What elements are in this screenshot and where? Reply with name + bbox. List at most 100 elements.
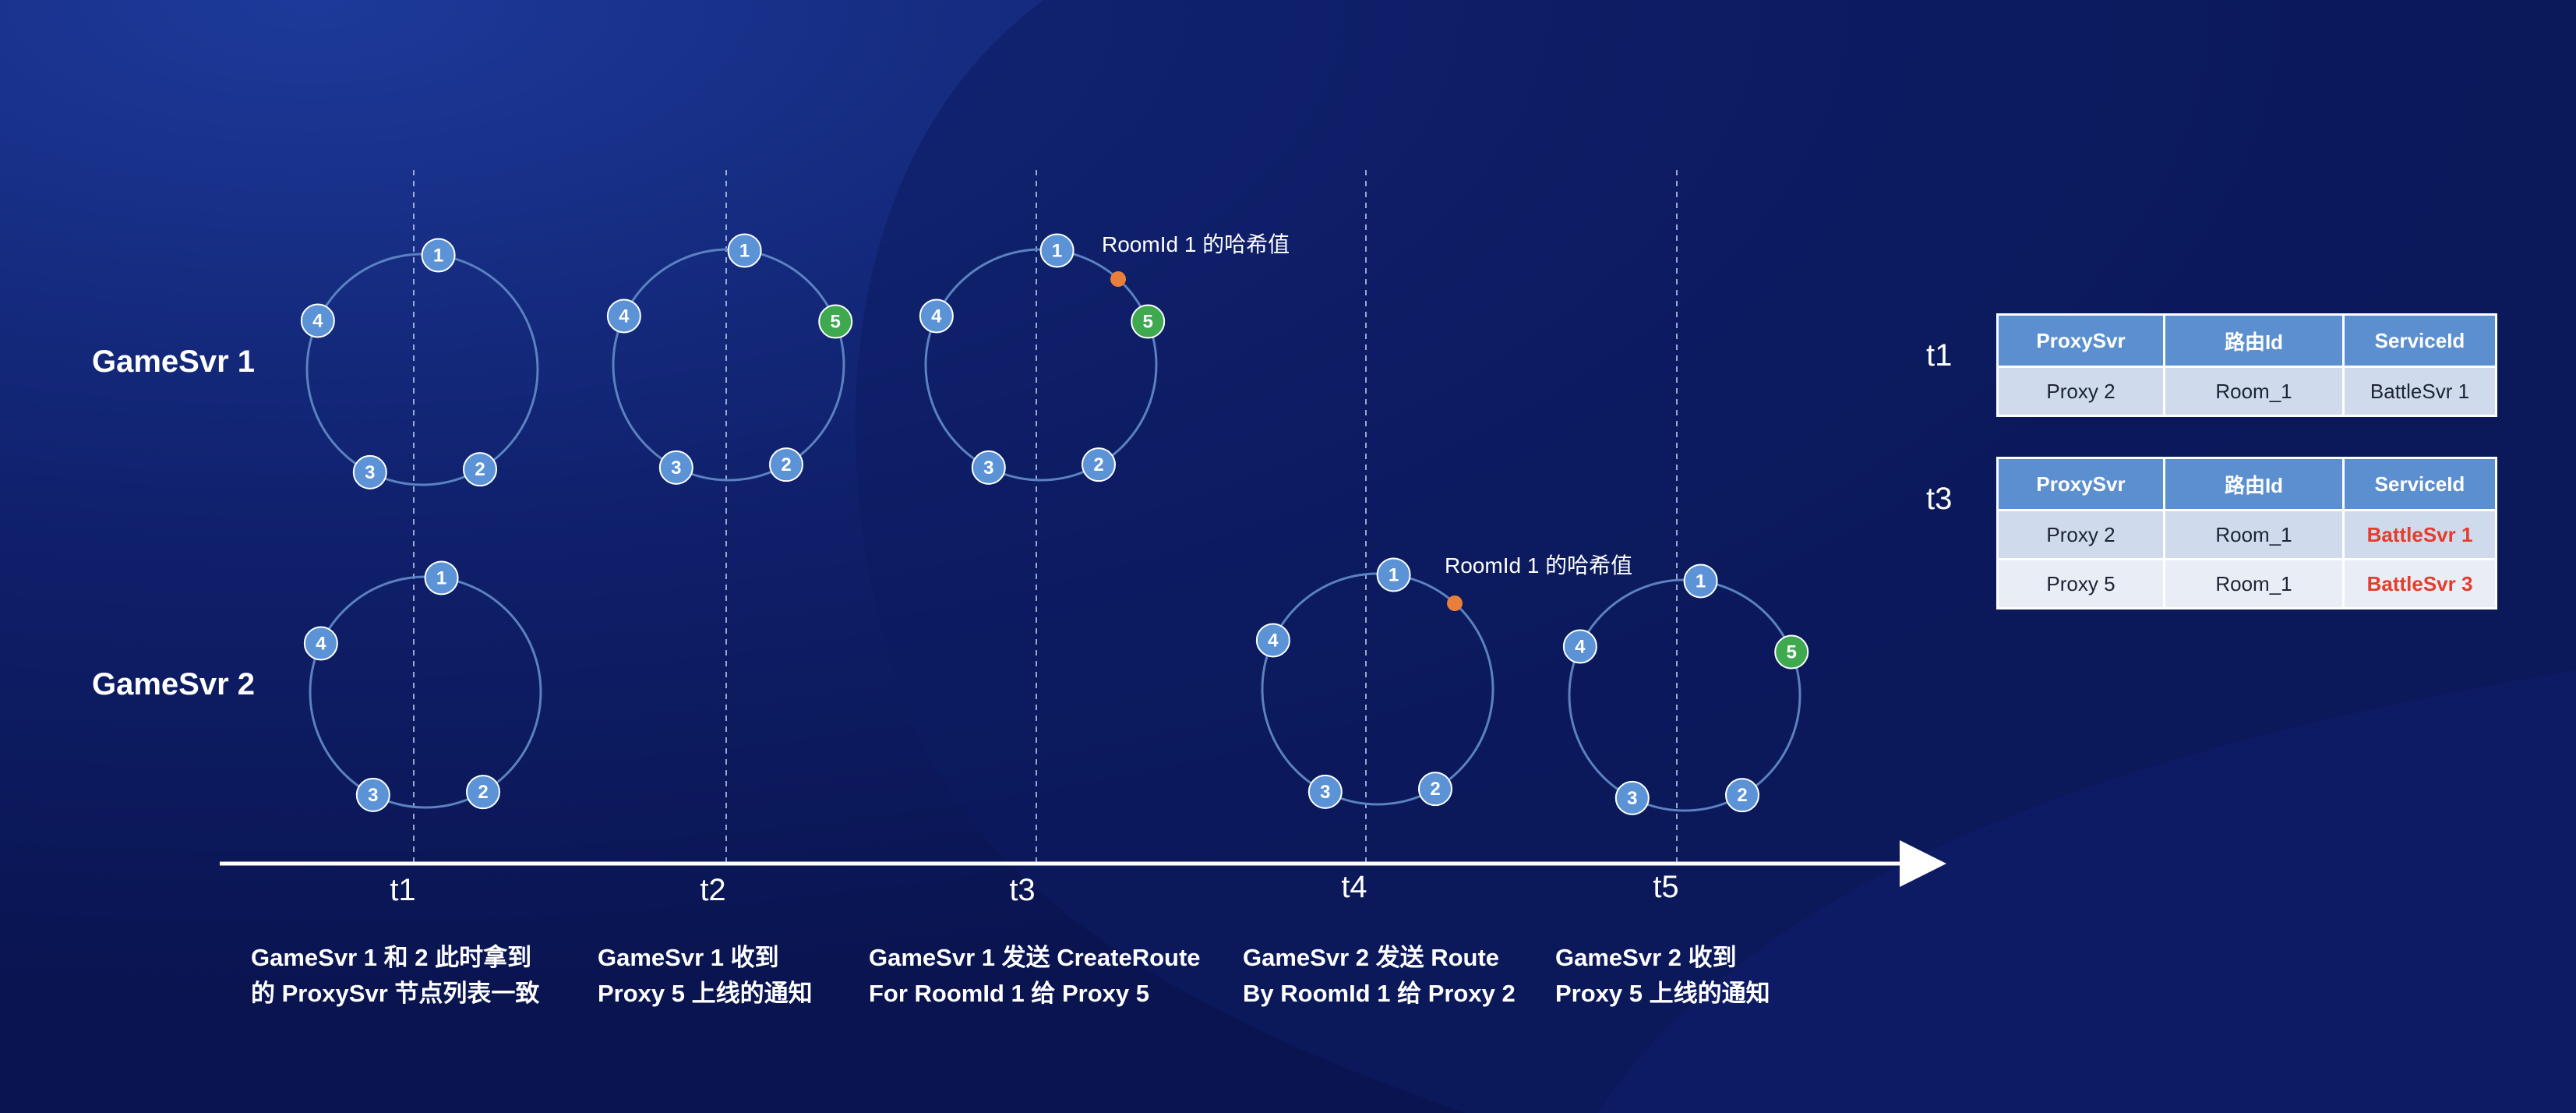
- proxy-node-1: 1: [424, 560, 459, 595]
- proxy-node-1: 1: [1039, 233, 1075, 268]
- proxy-node-number: 3: [368, 785, 378, 806]
- row-label-gamesvr-2: GameSvr 2: [92, 667, 256, 701]
- proxy-node-number: 1: [1052, 240, 1062, 261]
- cell-service: BattleSvr 1: [2342, 366, 2497, 417]
- proxy-node-circle: [606, 299, 641, 334]
- caption-t1-line-2: 的 ProxySvr 节点列表一致: [251, 980, 540, 1007]
- proxy-node-circle: [352, 454, 387, 489]
- proxy-node-circle: [1376, 557, 1411, 592]
- time-label-t2: t2: [700, 873, 726, 907]
- caption-t2-line-1: GameSvr 1 收到: [598, 944, 779, 971]
- proxy-node-number: 5: [1143, 312, 1153, 333]
- ring-gamesvr-2-t4: 1 2 3 4: [1255, 557, 1494, 809]
- table-time-label-t3: t3: [1926, 482, 1953, 516]
- route-table-t3: ProxySvr 路由Id ServiceId Proxy 2 Room_1 B…: [1996, 457, 2497, 610]
- proxy-node-number: 2: [478, 782, 488, 803]
- proxy-node-number: 4: [1268, 630, 1279, 651]
- cell-route: Room_1: [2163, 558, 2345, 610]
- ring-gamesvr-1-t2: 1 5 2 3 4: [606, 233, 853, 485]
- proxy-node-5: 5: [1131, 304, 1166, 339]
- proxy-node-number: 4: [312, 310, 323, 331]
- proxy-node-number: 4: [316, 633, 326, 654]
- proxy-node-number: 3: [365, 462, 375, 483]
- route-table-t1: ProxySvr 路由Id ServiceId Proxy 2 Room_1 B…: [1996, 313, 2497, 417]
- caption-t3-line-2: For RoomId 1 给 Proxy 5: [869, 980, 1150, 1007]
- proxy-node-number: 4: [931, 306, 942, 327]
- caption-t1: GameSvr 1 和 2 此时拿到 的 ProxySvr 节点列表一致: [251, 940, 539, 1012]
- proxy-node-5: 5: [818, 304, 853, 339]
- ring-gamesvr-1-t3: 1 5 2 3 4: [919, 233, 1166, 485]
- route-table-header: ProxySvr 路由Id ServiceId: [1996, 457, 2497, 511]
- proxy-node-3: 3: [971, 450, 1006, 485]
- proxy-node-circle: [1683, 564, 1718, 599]
- proxy-node-3: 3: [1307, 774, 1343, 809]
- proxy-node-number: 4: [1575, 636, 1586, 657]
- proxy-node-1: 1: [1683, 564, 1718, 599]
- room-hash-point: [1110, 271, 1127, 288]
- proxy-node-circle: [1307, 774, 1343, 809]
- cell-proxy: Proxy 2: [1996, 509, 2165, 560]
- room-hash-point: [1447, 595, 1463, 612]
- proxy-node-number: 1: [433, 245, 443, 266]
- proxy-node-number: 2: [1093, 454, 1103, 475]
- proxy-node-circle: [769, 447, 803, 482]
- proxy-node-4: 4: [919, 299, 954, 334]
- proxy-node-number: 1: [1389, 564, 1399, 585]
- proxy-node-number: 5: [1787, 642, 1797, 663]
- ring-gamesvr-1-t1: 1 2 3 4: [300, 238, 539, 489]
- proxy-node-1: 1: [1376, 557, 1411, 592]
- header-proxysvr: ProxySvr: [1996, 313, 2165, 368]
- proxy-node-circle: [421, 238, 456, 273]
- proxy-node-circle: [466, 775, 500, 810]
- proxy-node-3: 3: [1614, 780, 1650, 815]
- proxy-node-circle: [727, 233, 762, 268]
- cell-service: BattleSvr 1: [2342, 509, 2497, 560]
- proxy-node-number: 5: [831, 312, 841, 333]
- proxy-node-circle: [1614, 780, 1650, 815]
- table-row: Proxy 2 Room_1 BattleSvr 1: [1996, 366, 2497, 417]
- proxy-node-number: 1: [739, 240, 750, 261]
- proxy-node-number: 2: [1737, 785, 1747, 806]
- caption-t5: GameSvr 2 收到 Proxy 5 上线的通知: [1555, 940, 1770, 1012]
- proxy-node-4: 4: [1562, 629, 1597, 664]
- proxy-node-circle: [658, 450, 693, 485]
- cell-route: Room_1: [2163, 509, 2345, 560]
- cell-proxy: Proxy 2: [1996, 366, 2165, 417]
- hash-note-gamesvr-2-t4: RoomId 1 的哈希值: [1445, 553, 1633, 578]
- hash-rings: 1 2 3 4 1 5 2 3 4 1 5 2 3 4 1 2 3 4 1 2 3 4 1 5 2 3 4: [300, 233, 1809, 815]
- proxy-node-circle: [303, 626, 338, 661]
- cell-service: BattleSvr 3: [2342, 558, 2497, 610]
- proxy-node-4: 4: [300, 303, 335, 338]
- header-service-id: ServiceId: [2342, 313, 2497, 368]
- proxy-node-2: 2: [1725, 778, 1759, 813]
- header-route-id: 路由Id: [2163, 313, 2345, 368]
- proxy-node-number: 1: [1696, 571, 1706, 592]
- caption-t4: GameSvr 2 发送 Route By RoomId 1 给 Proxy 2: [1243, 940, 1516, 1012]
- time-label-t1: t1: [390, 873, 416, 907]
- proxy-node-circle: [919, 299, 954, 334]
- proxy-node-circle: [1562, 629, 1597, 664]
- caption-t3: GameSvr 1 发送 CreateRoute For RoomId 1 给 …: [869, 940, 1201, 1012]
- row-label-gamesvr-1: GameSvr 1: [92, 344, 256, 379]
- proxy-node-circle: [1418, 772, 1452, 807]
- caption-t4-line-2: By RoomId 1 给 Proxy 2: [1243, 980, 1516, 1007]
- header-service-id: ServiceId: [2342, 457, 2497, 511]
- table-row: Proxy 2 Room_1 BattleSvr 1: [1996, 509, 2497, 560]
- proxy-node-circle: [355, 777, 390, 812]
- proxy-node-1: 1: [727, 233, 762, 268]
- table-row: Proxy 5 Room_1 BattleSvr 3: [1996, 558, 2497, 610]
- proxy-node-circle: [1039, 233, 1075, 268]
- proxy-node-number: 2: [475, 459, 485, 480]
- proxy-node-3: 3: [355, 777, 390, 812]
- proxy-node-number: 3: [1627, 788, 1637, 809]
- caption-t5-line-2: Proxy 5 上线的通知: [1555, 980, 1770, 1007]
- time-label-t5: t5: [1653, 870, 1679, 904]
- proxy-node-number: 2: [781, 454, 791, 475]
- proxy-node-number: 2: [1430, 779, 1440, 800]
- caption-t3-line-1: GameSvr 1 发送 CreateRoute: [869, 944, 1201, 971]
- proxy-node-3: 3: [352, 454, 387, 489]
- proxy-node-1: 1: [421, 238, 456, 273]
- proxy-node-2: 2: [463, 452, 497, 487]
- proxy-node-5: 5: [1774, 634, 1809, 670]
- header-proxysvr: ProxySvr: [1996, 457, 2165, 511]
